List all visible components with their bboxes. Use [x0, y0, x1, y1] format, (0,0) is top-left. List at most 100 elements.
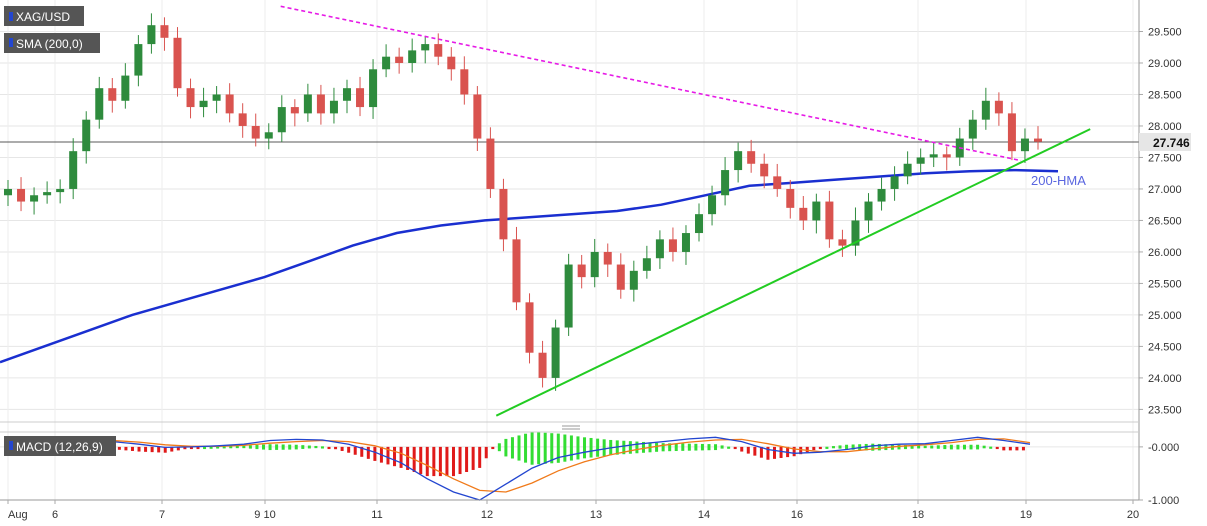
frame	[0, 0, 1140, 501]
price-tick-label: 26.500	[1148, 215, 1182, 227]
macd-histogram-bar	[117, 446, 121, 450]
macd-histogram-bar	[275, 444, 279, 450]
candle-body	[590, 251, 599, 278]
macd-histogram-bar	[976, 444, 980, 450]
macd-histogram-bar	[550, 433, 554, 464]
price-tick-label: 27.000	[1148, 184, 1182, 196]
candle-body	[877, 188, 886, 202]
macd-histogram-bar	[668, 443, 672, 452]
candle-body	[382, 56, 391, 70]
candle-body	[290, 107, 299, 114]
macd-histogram-bar	[851, 444, 855, 450]
candle-body	[447, 56, 456, 70]
candle-body	[342, 88, 351, 101]
macd-histogram-bar	[687, 443, 691, 451]
macd-histogram-bar	[930, 445, 934, 449]
price-tick-label: 29.500	[1148, 26, 1182, 38]
candle-body	[564, 264, 573, 328]
hma-series	[0, 168, 1059, 364]
macd-histogram-bar	[982, 445, 986, 449]
macd-histogram-bar	[334, 446, 338, 450]
macd-histogram-bar	[936, 445, 940, 449]
macd-histogram-bar	[962, 444, 966, 450]
macd-histogram-bar	[301, 445, 305, 449]
candle-body	[408, 50, 417, 63]
pane-resize-handle[interactable]	[562, 425, 580, 430]
candle-body	[655, 239, 664, 259]
sma-label: SMA (200,0)	[16, 37, 83, 51]
candle-body	[199, 100, 208, 108]
macd-histogram-bar	[812, 446, 816, 451]
macd-histogram-bar	[386, 446, 390, 465]
candle-body	[851, 220, 860, 246]
candle-body	[512, 239, 521, 303]
macd-histogram-bar	[537, 432, 541, 465]
price-tick-label: 24.000	[1148, 373, 1182, 385]
candle-body	[825, 201, 834, 240]
trendlines	[280, 5, 1091, 417]
price-tick-label: 25.500	[1148, 278, 1182, 290]
macd-histogram-bar	[347, 446, 351, 453]
macd-histogram-bar	[733, 446, 737, 450]
macd-histogram-bar	[831, 446, 835, 449]
macd-axis: -0.000 -1.000	[1139, 442, 1179, 507]
macd-histogram-bar	[805, 446, 809, 453]
macd-marker	[9, 441, 13, 450]
candle-body	[316, 94, 325, 114]
macd-histogram-bar	[943, 445, 947, 450]
macd-histogram-bar	[340, 446, 344, 451]
macd-histogram-bar	[871, 443, 875, 451]
macd-histogram-bar	[694, 443, 698, 451]
macd-histogram-bar	[681, 443, 685, 451]
macd-histogram-bar	[189, 446, 193, 450]
candle-body	[356, 88, 365, 108]
macd-histogram-bar	[406, 446, 410, 470]
uptrend-line	[495, 128, 1091, 417]
candle-body	[734, 151, 743, 171]
candle-body	[773, 176, 782, 189]
time-tick-label: 6	[52, 509, 58, 521]
macd-histogram-bar	[569, 435, 573, 461]
sma-tag	[4, 33, 100, 53]
candle-body	[747, 151, 756, 164]
macd-histogram-bar	[956, 444, 960, 450]
candle-body	[264, 132, 273, 139]
candle-body	[277, 107, 286, 133]
macd-histogram-bar	[353, 446, 357, 455]
price-tick-label: 23.500	[1148, 404, 1182, 416]
macd-histogram-bar	[445, 446, 449, 477]
candle-body	[890, 176, 899, 189]
candle-body	[238, 113, 247, 126]
price-tick-label: 24.500	[1148, 341, 1182, 353]
price-tag	[1139, 133, 1191, 151]
macd-histogram-bar	[320, 446, 324, 449]
candle-body	[981, 100, 990, 120]
candle-body	[4, 188, 12, 196]
candle-body	[838, 239, 847, 246]
candle-body	[577, 264, 586, 278]
macd-histogram-bar	[641, 441, 645, 453]
macd-histogram-bar	[222, 446, 226, 449]
macd-label: MACD (12,26,9)	[16, 440, 103, 454]
candle-body	[942, 154, 951, 158]
candle-body	[173, 37, 182, 89]
candle-body	[395, 56, 404, 63]
macd-histogram-bar	[917, 445, 921, 449]
candle-body	[929, 154, 938, 158]
price-tick-label: 26.000	[1148, 247, 1182, 259]
macd-histogram-bar	[366, 446, 370, 459]
macd-histogram-bar	[714, 444, 718, 451]
macd-histogram-bar	[753, 446, 757, 456]
symbol-marker	[9, 12, 13, 21]
signal-line	[7, 438, 1031, 493]
candle-body	[760, 163, 769, 177]
macd-histogram-bar	[327, 446, 331, 450]
macd-histogram-bar	[877, 443, 881, 451]
macd-histogram-bar	[773, 446, 776, 459]
macd-histogram-bar	[845, 444, 849, 450]
macd-histogram-bar	[792, 446, 796, 457]
candle-body	[708, 195, 717, 215]
price-tick-label: 28.500	[1148, 89, 1182, 101]
candle-body	[147, 25, 156, 45]
macd-histogram-bar	[576, 436, 580, 460]
